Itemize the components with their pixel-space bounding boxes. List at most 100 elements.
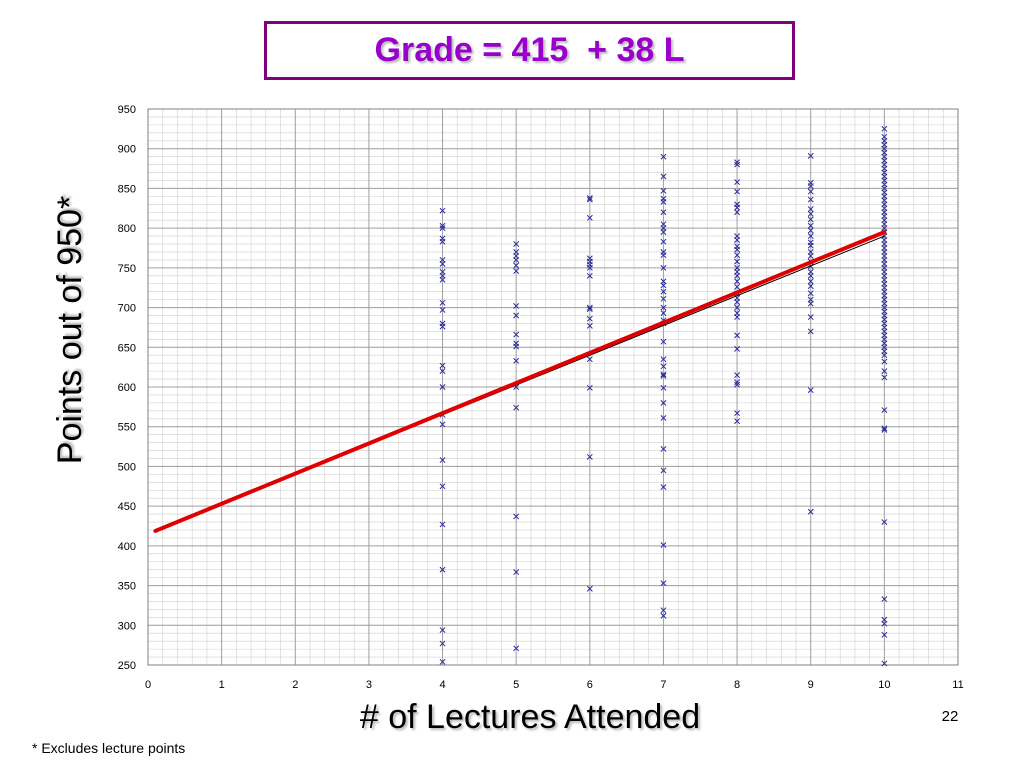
data-point [586,585,593,592]
data-point [439,483,446,490]
y-axis-ticks: 250 300 350 400 450 500 550 600 650 700 750 800 850 9… [118,104,136,672]
data-point [439,521,446,528]
data-point [734,272,741,279]
data-point [807,387,814,394]
data-point [807,188,814,195]
data-point [734,299,741,305]
data-point [513,513,520,520]
data-point [660,238,667,245]
data-point [734,372,741,379]
data-point [807,210,814,217]
data-point [660,363,667,370]
data-point [660,282,667,289]
y-tick-label: 550 [118,422,136,434]
data-point [586,315,593,322]
data-point [807,272,814,279]
y-tick-label: 850 [118,183,136,195]
data-point [586,304,593,311]
data-point [881,352,888,359]
data-point [439,421,446,428]
data-point [734,410,741,417]
y-tick-label: 650 [118,342,136,354]
x-tick-label: 8 [734,679,740,691]
data-point [881,631,888,638]
data-point [660,229,667,236]
data-point [660,607,667,614]
data-point [660,295,667,302]
data-point [881,620,888,627]
data-point [734,161,741,168]
data-point [807,508,814,515]
data-point [586,322,593,329]
data-point [660,384,667,391]
major-grid [147,108,959,666]
data-point [439,222,446,229]
data-point [586,384,593,391]
data-point [807,242,814,249]
data-point [807,290,814,297]
data-point [881,425,888,432]
data-point [513,404,520,411]
data-point [439,627,446,634]
y-tick-label: 300 [118,620,136,632]
data-point [881,596,888,603]
data-point [881,660,888,667]
data-point [439,323,446,330]
data-point [513,343,520,350]
data-point [807,222,814,229]
data-point [734,237,741,244]
plot-frame [147,108,959,666]
data-point [734,314,741,321]
data-point [513,303,520,309]
y-tick-label: 950 [118,104,136,116]
data-point [660,187,667,194]
data-point [513,262,520,269]
data-point [734,379,741,386]
data-point [660,580,667,587]
y-tick-label: 250 [118,660,136,672]
data-point [881,358,888,365]
data-point [660,467,667,474]
data-point [586,195,593,201]
data-point [586,453,593,460]
data-point [881,519,888,525]
data-point [734,418,741,425]
data-point [660,264,667,271]
x-tick-label: 9 [808,679,814,691]
data-points [439,125,888,667]
data-point [513,357,520,364]
data-point [734,188,741,195]
data-point [439,384,446,390]
slide-title: Grade = 415 + 38 L [374,31,685,69]
x-axis-label: # of Lectures Attended [359,698,701,736]
data-point [586,356,593,363]
regression-line [153,230,887,533]
data-point [734,204,741,211]
data-point [439,362,446,369]
data-point [807,283,814,290]
data-point [660,371,667,378]
data-point [807,216,814,223]
data-point [439,658,446,665]
x-tick-label: 3 [366,679,372,691]
data-point [439,368,446,375]
data-point [881,374,888,381]
data-point [734,209,741,216]
data-point [439,225,446,232]
data-point [513,241,520,247]
data-point [660,304,667,311]
y-tick-label: 350 [118,581,136,593]
data-point [734,381,741,388]
data-point [439,457,446,464]
data-point [439,260,446,267]
y-tick-label: 750 [118,263,136,275]
data-point [660,288,667,295]
data-point [734,304,741,311]
data-point [439,566,446,573]
y-axis-label: Points out of 950* [51,195,89,465]
data-point [513,268,520,274]
data-point [660,338,667,345]
data-point [439,238,446,245]
data-point [439,207,446,214]
